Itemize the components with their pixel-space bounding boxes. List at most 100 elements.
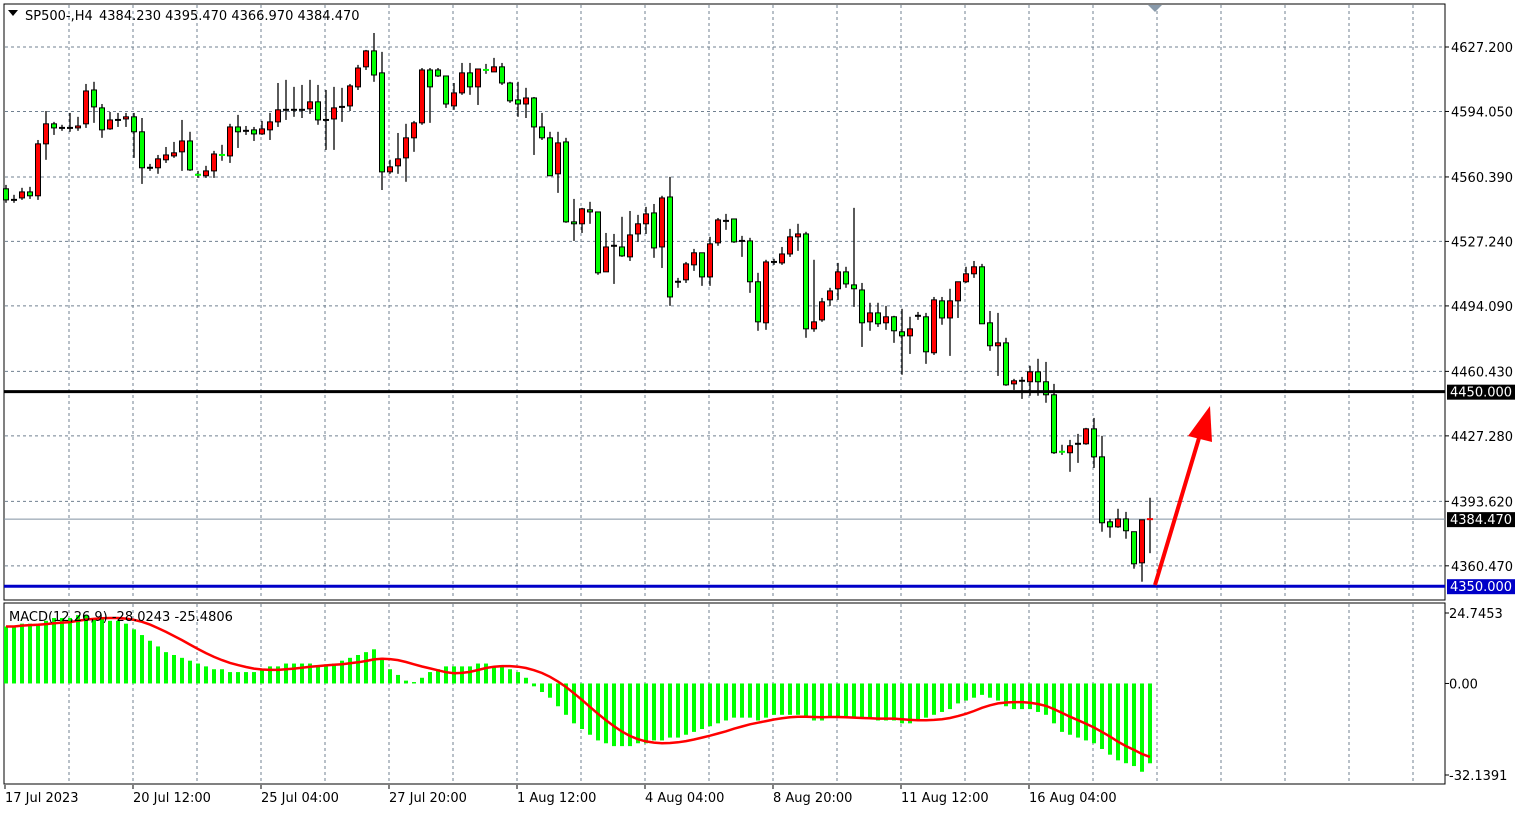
macd-bar [188, 660, 192, 684]
macd-bar [868, 683, 872, 718]
candle-body [35, 143, 41, 197]
candle-body [907, 328, 913, 337]
macd-bar [396, 674, 400, 684]
candle [235, 114, 241, 148]
macd-bar [1060, 683, 1064, 732]
candle-body [155, 158, 161, 169]
candle-body [211, 153, 217, 172]
candle [259, 120, 265, 135]
macd-bar [180, 657, 184, 684]
macd-bar [156, 646, 160, 684]
candle [1123, 511, 1129, 539]
price-tick-label: 4560.390 [1451, 171, 1513, 186]
macd-tick-label: 24.7453 [1449, 607, 1503, 622]
candle [107, 111, 113, 130]
candle [403, 123, 409, 182]
arrow-up-icon [1188, 406, 1212, 442]
candle-body [1099, 456, 1105, 524]
level-4350-label: 4350.000 [1450, 580, 1512, 595]
macd-bar [268, 666, 272, 684]
macd-bar [860, 683, 864, 718]
candle [515, 81, 521, 117]
macd-bar [956, 683, 960, 704]
candle [475, 68, 481, 105]
candle-body [499, 66, 505, 84]
macd-bar [212, 669, 216, 684]
candle [171, 141, 177, 158]
chart-shift-marker-icon[interactable] [1148, 5, 1162, 12]
price-axis: 4627.200 4594.050 4560.390 4527.240 4494.090… [1445, 41, 1513, 575]
candle [1059, 444, 1065, 455]
candle-body [347, 85, 353, 107]
candle-body [1139, 519, 1145, 564]
candle [619, 216, 625, 257]
macd-bar [772, 683, 776, 715]
candle [907, 316, 913, 354]
candle-body [83, 90, 89, 125]
arrow-shaft [1153, 437, 1201, 586]
candle [187, 131, 193, 171]
candle [627, 210, 633, 261]
candle-body [931, 299, 937, 354]
candle [643, 206, 649, 234]
macd-bar [524, 677, 528, 684]
price-tick-label: 4494.090 [1451, 300, 1513, 315]
candle-body [587, 209, 593, 213]
macd-bar [1052, 683, 1056, 724]
candle [715, 217, 721, 246]
candle-body [251, 129, 257, 135]
candle [251, 126, 257, 141]
candle [179, 119, 185, 171]
macd-bar [292, 663, 296, 684]
arrow-annotation[interactable] [1153, 406, 1212, 586]
macd-tick-label: -32.1391 [1449, 769, 1507, 784]
macd-bar [148, 640, 152, 684]
candle [211, 150, 217, 178]
candle [131, 112, 137, 158]
price-tick-label: 4527.240 [1451, 235, 1513, 250]
macd-bar [1116, 683, 1120, 761]
candle [763, 259, 769, 330]
macd-signal-line [6, 616, 1151, 759]
macd-bar [220, 669, 224, 684]
candle-body [387, 166, 393, 173]
candle-body [1123, 518, 1129, 532]
candle [651, 203, 657, 258]
candle [955, 281, 961, 318]
candle-body [795, 233, 801, 238]
candle [91, 81, 97, 123]
candle-body [1027, 371, 1033, 383]
macd-bar [340, 660, 344, 684]
candle [723, 213, 729, 230]
macd-bar [308, 663, 312, 684]
macd-tick-label: 0.00 [1449, 677, 1478, 692]
dropdown-triangle-icon[interactable] [8, 10, 18, 16]
macd-bar [820, 683, 824, 721]
candle [899, 308, 905, 375]
macd-bar [660, 683, 664, 741]
candle-body [899, 331, 905, 337]
candle-body [787, 236, 793, 255]
macd-bar [708, 683, 712, 727]
candle [987, 310, 993, 351]
candle [915, 311, 921, 320]
symbol-timeframe: SP500-,H4 [25, 9, 93, 24]
candle-body [91, 89, 97, 108]
macd-bar [140, 635, 144, 684]
candle [491, 57, 497, 73]
candle [531, 96, 537, 155]
macd-bar [804, 683, 808, 718]
candles [3, 32, 1153, 582]
price-tick-label: 4360.470 [1451, 560, 1513, 575]
candle [971, 260, 977, 278]
macd-bar [548, 683, 552, 698]
candle-body [867, 312, 873, 323]
macd-bar [676, 683, 680, 738]
candle [867, 302, 873, 331]
macd-label: MACD(12,26,9) -28.0243 -25.4806 [9, 610, 233, 625]
candle-body [1051, 394, 1057, 454]
candle-body [947, 300, 953, 319]
candle [43, 110, 49, 160]
macd-bar [412, 682, 416, 684]
